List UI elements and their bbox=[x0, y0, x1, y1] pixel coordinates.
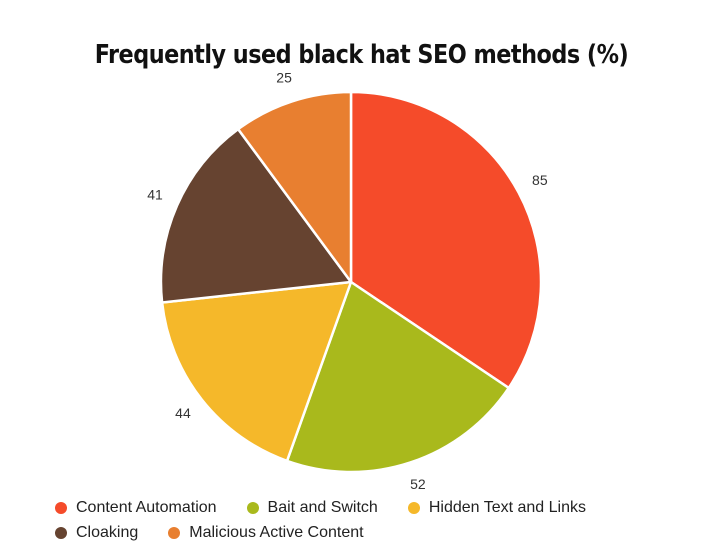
legend-label: Cloaking bbox=[76, 523, 139, 541]
legend-swatch bbox=[168, 526, 181, 539]
legend-label: Malicious Active Content bbox=[189, 523, 364, 541]
pie-slice-bait-and-switch[interactable] bbox=[285, 280, 510, 474]
slice-value-label: 41 bbox=[147, 187, 163, 203]
legend-item[interactable]: Bait and Switch bbox=[246, 498, 378, 517]
slice-value-label: 44 bbox=[175, 405, 191, 421]
pie-slice-content-automation[interactable] bbox=[349, 90, 543, 390]
legend-label: Bait and Switch bbox=[267, 498, 378, 516]
legend-swatch bbox=[407, 501, 420, 514]
legend-row: Content Automation Bait and Switch Hidden … bbox=[55, 495, 715, 520]
pie-value-labels: 85 52 44 41 25 bbox=[147, 69, 548, 492]
pie-slice-hidden-text-and-links[interactable] bbox=[160, 280, 353, 463]
legend-row: Cloaking Malicious Active Content bbox=[55, 520, 715, 545]
pie-slice-malicious-active-content[interactable] bbox=[236, 90, 353, 284]
pie-slice-cloaking[interactable] bbox=[159, 127, 353, 304]
legend-label: Hidden Text and Links bbox=[428, 498, 586, 516]
legend-item[interactable]: Hidden Text and Links bbox=[407, 498, 586, 517]
legend-label: Content Automation bbox=[76, 498, 217, 516]
legend: Content Automation Bait and Switch Hidden … bbox=[55, 495, 715, 545]
pie-slices bbox=[159, 90, 543, 474]
chart-title: Frequently used black hat SEO methods (%… bbox=[94, 40, 629, 70]
slice-value-label: 85 bbox=[532, 172, 548, 188]
legend-item[interactable]: Content Automation bbox=[55, 499, 217, 517]
slice-value-label: 25 bbox=[276, 69, 292, 85]
legend-item[interactable]: Malicious Active Content bbox=[168, 523, 364, 542]
legend-swatch bbox=[55, 501, 67, 514]
legend-swatch bbox=[246, 501, 259, 514]
legend-swatch bbox=[55, 526, 67, 539]
slice-value-label: 52 bbox=[410, 476, 426, 492]
legend-item[interactable]: Cloaking bbox=[55, 524, 138, 542]
